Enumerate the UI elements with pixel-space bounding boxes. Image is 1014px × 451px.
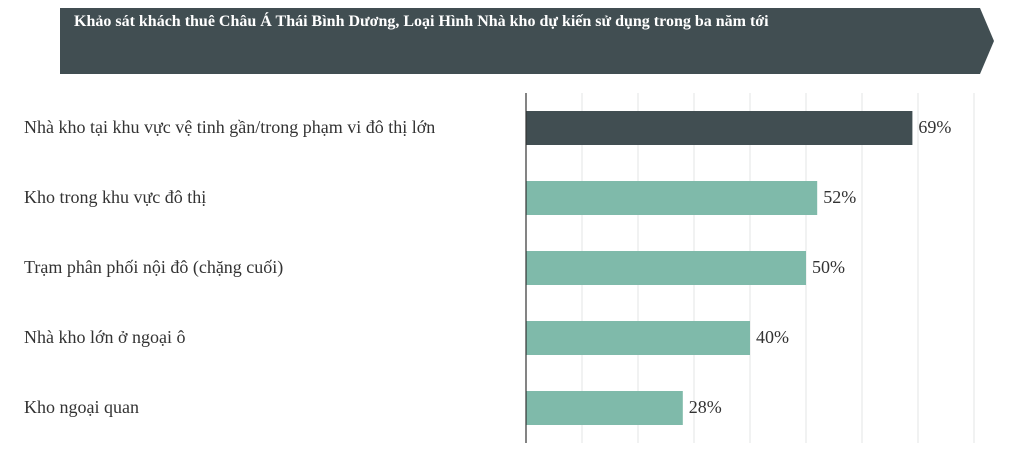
bar — [526, 181, 818, 215]
value-label: 69% — [918, 117, 951, 137]
bar — [526, 111, 913, 145]
bar — [526, 251, 806, 285]
bar — [526, 321, 750, 355]
value-label: 40% — [756, 327, 789, 347]
category-label: Kho ngoại quan — [24, 397, 139, 417]
chart-title: Khảo sát khách thuê Châu Á Thái Bình Dươ… — [74, 13, 769, 30]
category-label: Trạm phân phối nội đô (chặng cuối) — [24, 257, 283, 278]
category-label: Nhà kho tại khu vực vệ tinh gần/trong ph… — [24, 117, 435, 137]
value-label: 28% — [689, 397, 722, 417]
title-banner — [60, 8, 994, 74]
value-label: 52% — [823, 187, 856, 207]
bar — [526, 391, 683, 425]
category-label: Kho trong khu vực đô thị — [24, 187, 206, 207]
value-label: 50% — [812, 257, 845, 277]
category-label: Nhà kho lớn ở ngoại ô — [24, 327, 186, 347]
